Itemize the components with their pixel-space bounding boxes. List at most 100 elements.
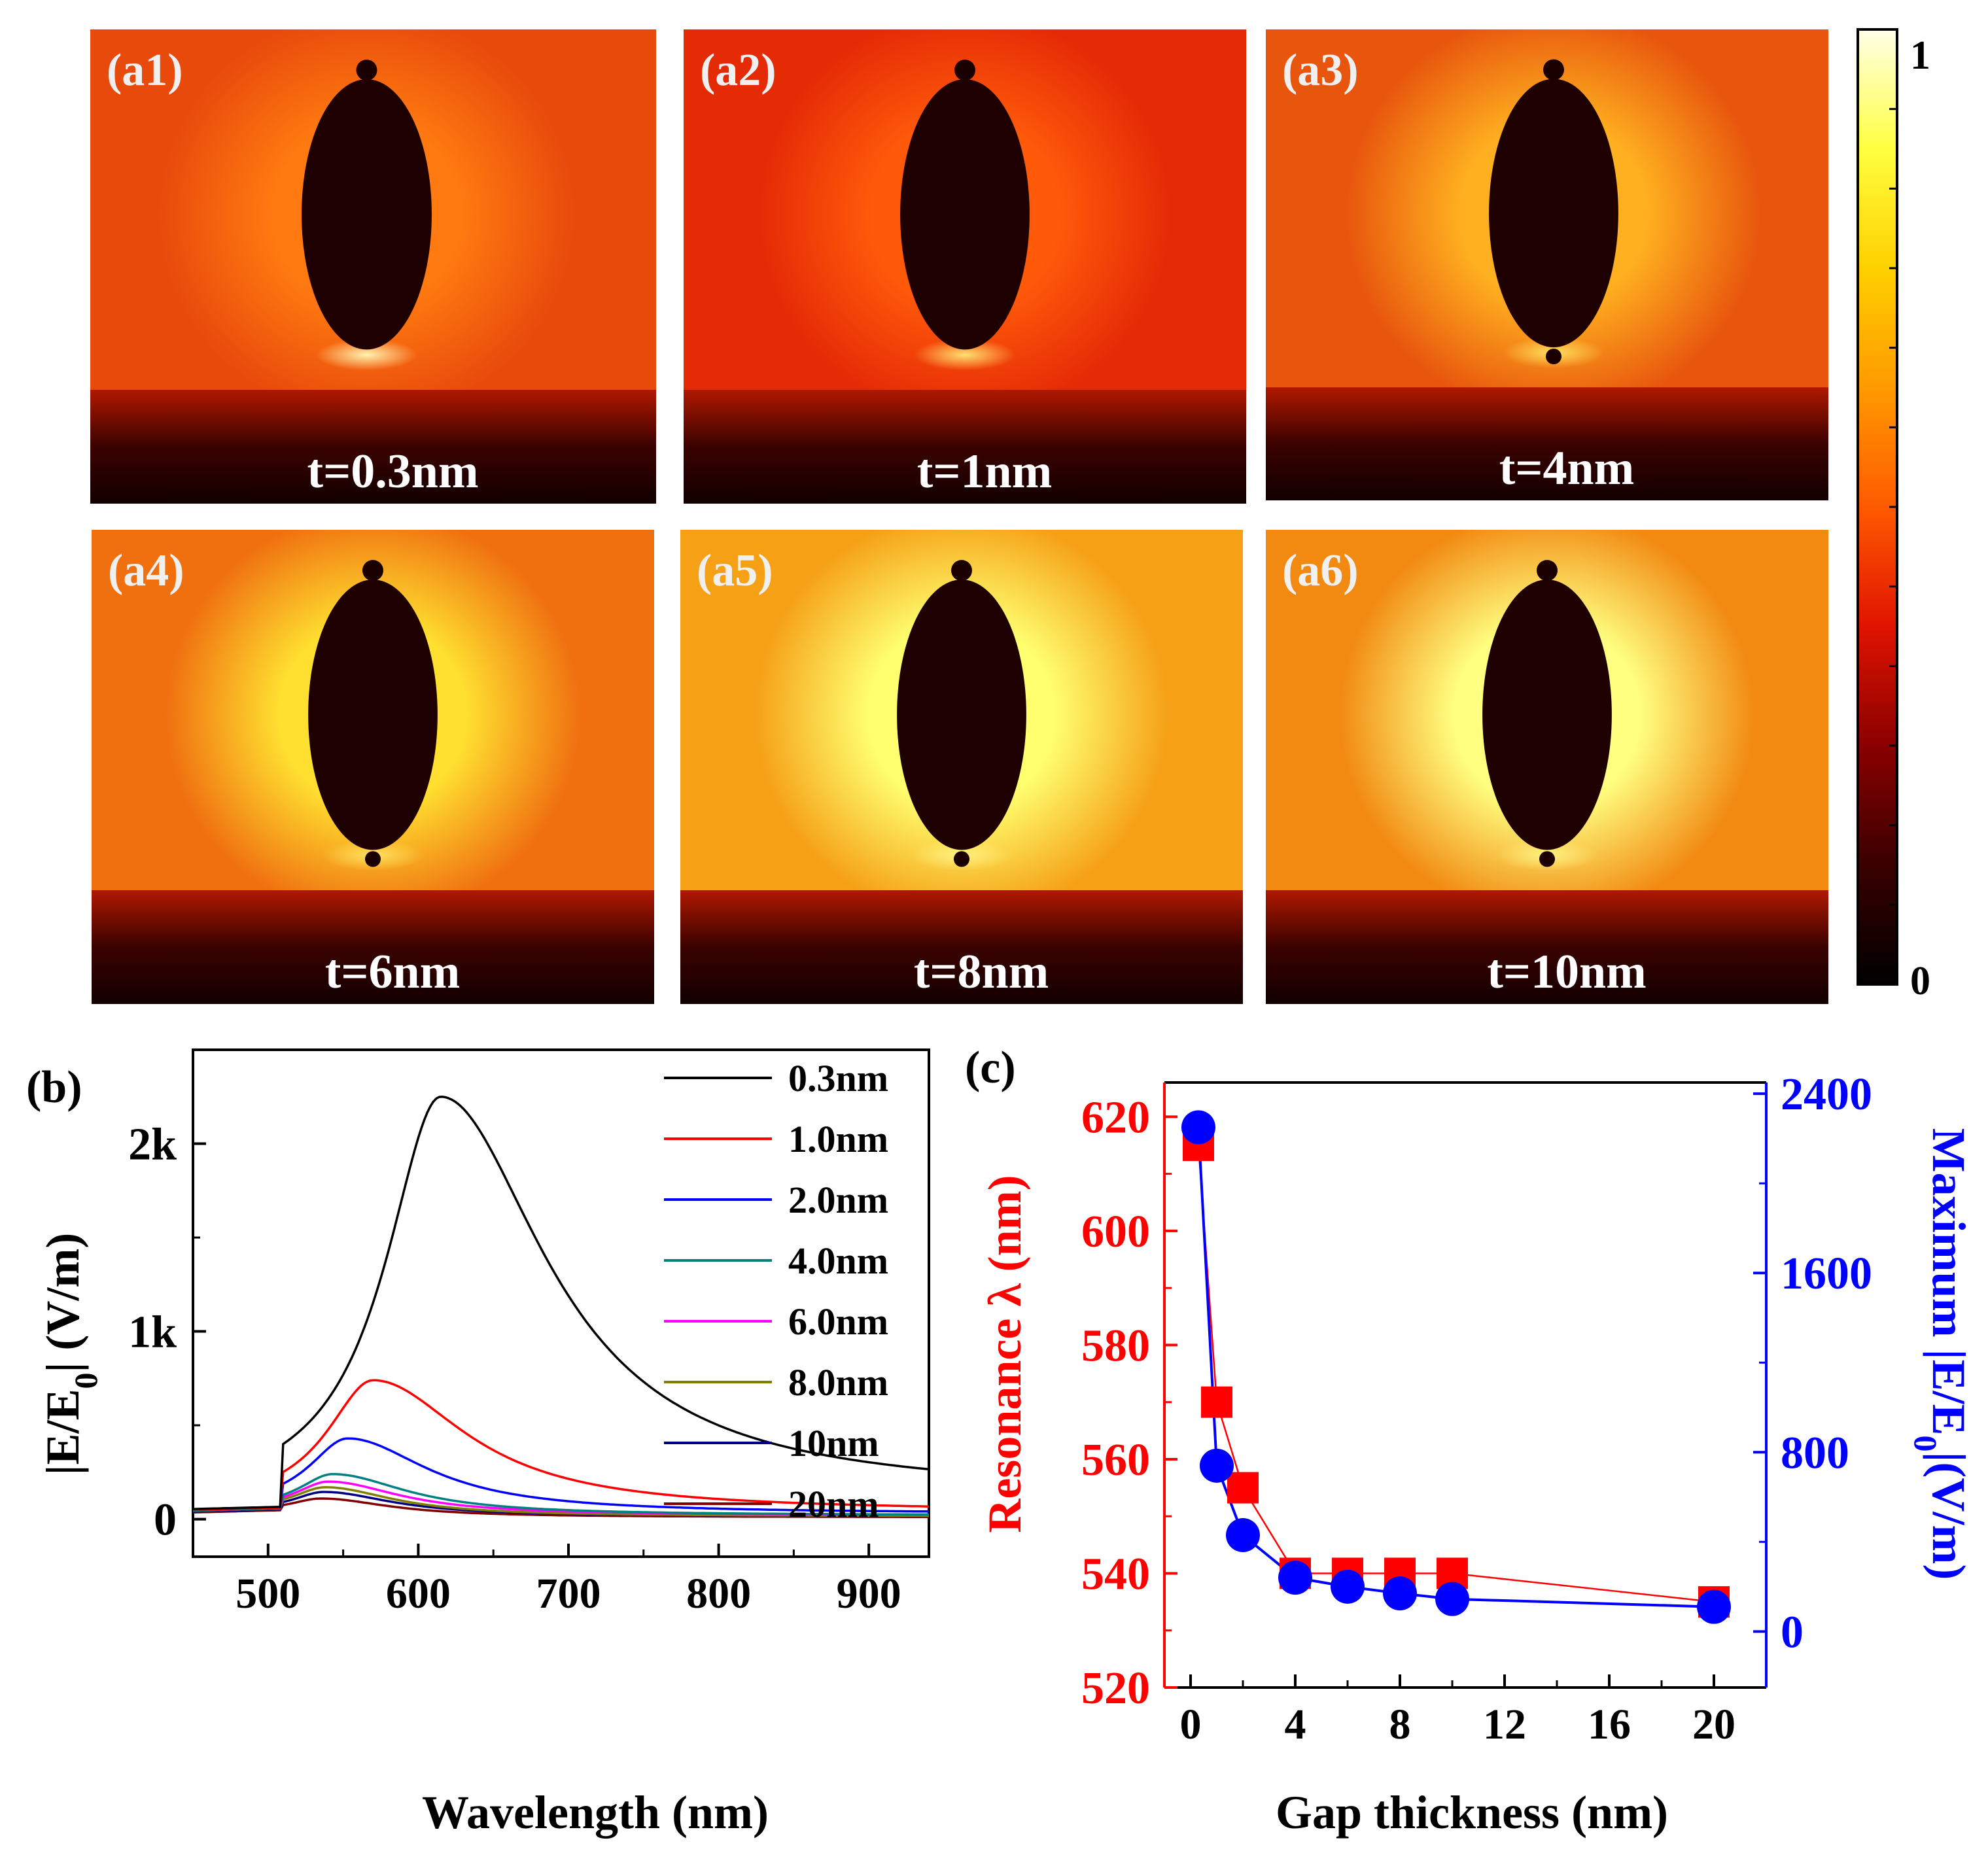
- max-field-point: [1181, 1110, 1215, 1145]
- gap-hotspot: [914, 339, 1016, 371]
- field-map-grid: (a1)t=0.3nm(a2)t=1nm(a3)t=4nm(a4)t=6nm(a…: [90, 29, 1828, 1004]
- nanoparticle: [1482, 580, 1612, 850]
- x-tick-label: 700: [536, 1570, 601, 1618]
- substrate-region: [1266, 890, 1828, 1004]
- tip-node: [362, 560, 383, 581]
- legend-label: 0.3nm: [788, 1057, 888, 1100]
- panel-caption: t=0.3nm: [307, 445, 478, 498]
- field-map-panel: (a1) t=0.3nm: [90, 29, 656, 504]
- panel-caption: t=6nm: [325, 945, 461, 999]
- legend-label: 1.0nm: [788, 1118, 888, 1160]
- right-y-tick-label: 1600: [1781, 1249, 1872, 1299]
- tip-node: [365, 851, 381, 867]
- x-tick-label: 0: [1180, 1701, 1202, 1748]
- gap-hotspot: [315, 339, 418, 371]
- nanoparticle: [308, 580, 438, 850]
- panel-caption: t=10nm: [1487, 945, 1647, 999]
- spectrum-series-line: [192, 1437, 929, 1513]
- gap-right-axis-label: Maximum |E/E0|(V/m): [1908, 1128, 1975, 1580]
- max-field-point: [1278, 1561, 1312, 1595]
- colorbar-max-label: 1: [1910, 33, 1930, 78]
- nanoparticle: [897, 580, 1026, 850]
- field-map-panel: (a4) t=6nm: [92, 530, 654, 1004]
- x-tick-label: 600: [386, 1570, 451, 1618]
- gap-plot-area: 0 4 8 12 16 20 520 540 560 580 600 620 0 800 1600 2400: [1081, 1069, 1872, 1748]
- tip-node: [954, 60, 975, 81]
- substrate-region: [92, 890, 654, 1004]
- substrate-region: [684, 390, 1246, 504]
- spectrum-series-line: [192, 1096, 930, 1510]
- spectrum-series-line: [192, 1486, 929, 1517]
- tip-node: [951, 560, 972, 581]
- y-tick-label: 0: [154, 1495, 177, 1546]
- panel-caption: t=8nm: [914, 945, 1049, 999]
- y-tick-label: 1k: [128, 1307, 177, 1358]
- substrate-region: [1266, 387, 1828, 500]
- right-y-tick-label: 2400: [1781, 1069, 1872, 1120]
- panel-c-label: (c): [965, 1043, 1016, 1093]
- field-map-panel: (a5) t=8nm: [680, 530, 1243, 1004]
- legend-label: 4.0nm: [788, 1239, 888, 1282]
- max-field-point: [1331, 1569, 1365, 1604]
- spectrum-chart: (b) 500 600 700 800 900 0 1k 2k 0.3nm 1.0nm 2.0nm…: [26, 1048, 930, 1839]
- spectrum-x-axis-label: Wavelength (nm): [422, 1786, 769, 1839]
- x-tick-label: 16: [1588, 1701, 1631, 1748]
- x-tick-label: 800: [686, 1570, 751, 1618]
- spectrum-series-line: [192, 1472, 929, 1516]
- panel-label: (a2): [700, 45, 776, 95]
- nanoparticle: [900, 79, 1030, 350]
- tip-node: [1543, 59, 1564, 80]
- tip-node: [356, 60, 377, 81]
- x-tick-label: 8: [1389, 1701, 1411, 1748]
- max-field-point: [1383, 1576, 1417, 1611]
- substrate-region: [90, 390, 656, 504]
- max-field-point: [1226, 1518, 1260, 1553]
- x-tick-label: 20: [1692, 1701, 1735, 1748]
- legend-label: 10nm: [788, 1422, 879, 1464]
- gap-left-axis-label: Resonance λ (nm): [979, 1175, 1031, 1533]
- nanoparticle: [1489, 78, 1618, 348]
- colorbar-min-label: 0: [1910, 959, 1930, 1003]
- right-y-tick-label: 800: [1781, 1428, 1849, 1478]
- left-y-tick-label: 520: [1081, 1663, 1150, 1714]
- tip-node: [954, 851, 969, 867]
- max-field-point: [1200, 1448, 1234, 1483]
- panel-b-label: (b): [26, 1062, 82, 1113]
- panel-caption: t=1nm: [917, 445, 1053, 498]
- colorbar-ticks: [1889, 108, 1897, 906]
- left-y-tick-label: 600: [1081, 1207, 1150, 1257]
- spectrum-frame: [192, 1048, 930, 1558]
- resonance-point: [1227, 1472, 1259, 1504]
- left-y-tick-label: 540: [1081, 1549, 1150, 1599]
- panel-label: (a1): [107, 45, 183, 95]
- left-y-tick-label: 580: [1081, 1321, 1150, 1371]
- spectrum-legend: 0.3nm 1.0nm 2.0nm 4.0nm 6.0nm 8.0nm 10nm 20nm: [664, 1057, 888, 1525]
- panel-caption: t=4nm: [1499, 442, 1635, 495]
- spectrum-y-axis-label: |E/E0| (V/m): [37, 1233, 104, 1476]
- x-tick-label: 4: [1285, 1701, 1306, 1748]
- nanoparticle: [302, 79, 432, 350]
- left-y-tick-label: 560: [1081, 1435, 1150, 1485]
- spectrum-series-line: [192, 1379, 930, 1512]
- field-map-panel: (a6) t=10nm: [1266, 530, 1828, 1004]
- tip-node: [1537, 560, 1558, 581]
- max-field-point: [1697, 1589, 1731, 1624]
- gap-series-line: [1197, 1145, 1715, 1603]
- panel-label: (a3): [1282, 45, 1359, 95]
- legend-label: 2.0nm: [788, 1179, 888, 1221]
- legend-label: 8.0nm: [788, 1361, 888, 1404]
- panel-label: (a4): [108, 546, 184, 596]
- colorbar: 1 0: [1857, 28, 1930, 1003]
- field-map-panel: (a3) t=4nm: [1266, 29, 1828, 500]
- gap-chart: (c) 0 4 8 12 16 20 520 540 560 580 600 620 0 800 1600 2…: [965, 1043, 1975, 1839]
- panel-label: (a5): [697, 546, 773, 596]
- tip-node: [1546, 349, 1561, 364]
- spectrum-plot-area: 500 600 700 800 900 0 1k 2k: [128, 1048, 930, 1618]
- field-map-panel: (a2) t=1nm: [684, 29, 1246, 504]
- tip-node: [1539, 851, 1555, 867]
- resonance-point: [1201, 1386, 1232, 1418]
- x-tick-label: 900: [837, 1570, 901, 1618]
- panel-label: (a6): [1282, 546, 1359, 596]
- max-field-point: [1435, 1582, 1469, 1616]
